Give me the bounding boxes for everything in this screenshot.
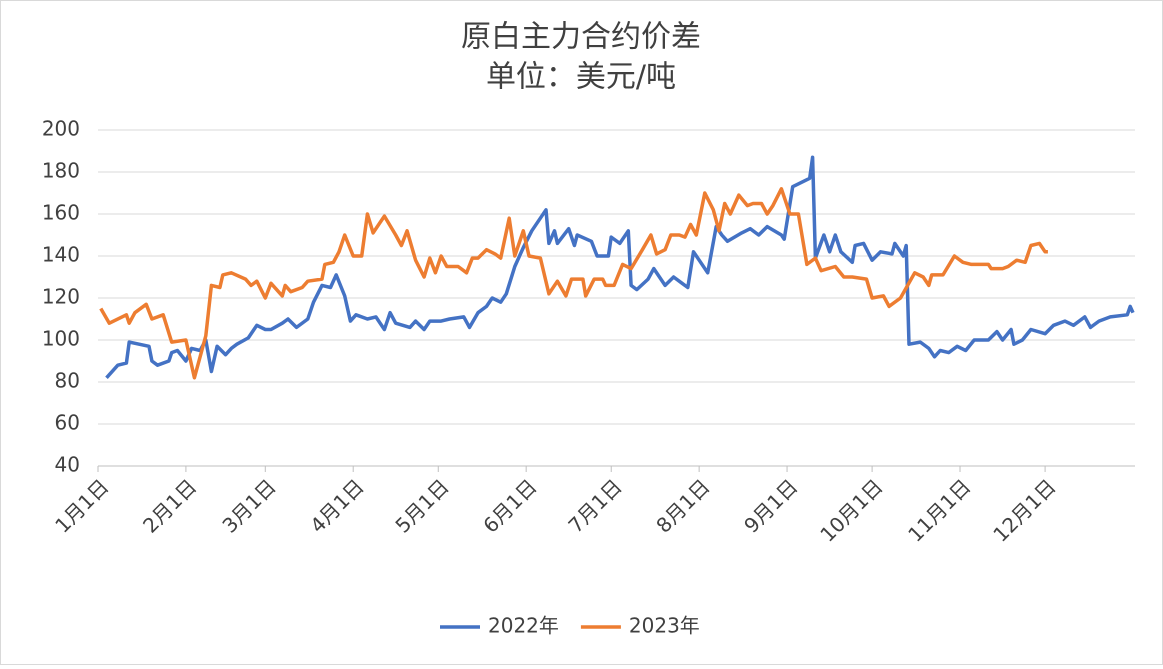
y-tick-label: 180 <box>42 159 80 183</box>
y-tick-label: 100 <box>42 327 80 351</box>
legend-label: 2023年 <box>629 614 700 638</box>
legend-label: 2022年 <box>488 614 559 638</box>
y-tick-label: 200 <box>42 117 80 141</box>
y-tick-label: 120 <box>42 285 80 309</box>
y-tick-label: 160 <box>42 201 80 225</box>
y-tick-label: 60 <box>55 411 80 435</box>
y-tick-label: 80 <box>55 369 80 393</box>
series-line <box>99 187 1048 380</box>
y-tick-label: 140 <box>42 243 80 267</box>
chart-title: 原白主力合约价差 <box>461 20 701 55</box>
series-line <box>105 155 1135 379</box>
y-tick-label: 40 <box>55 453 80 477</box>
chart-subtitle: 单位：美元/吨 <box>486 60 676 95</box>
